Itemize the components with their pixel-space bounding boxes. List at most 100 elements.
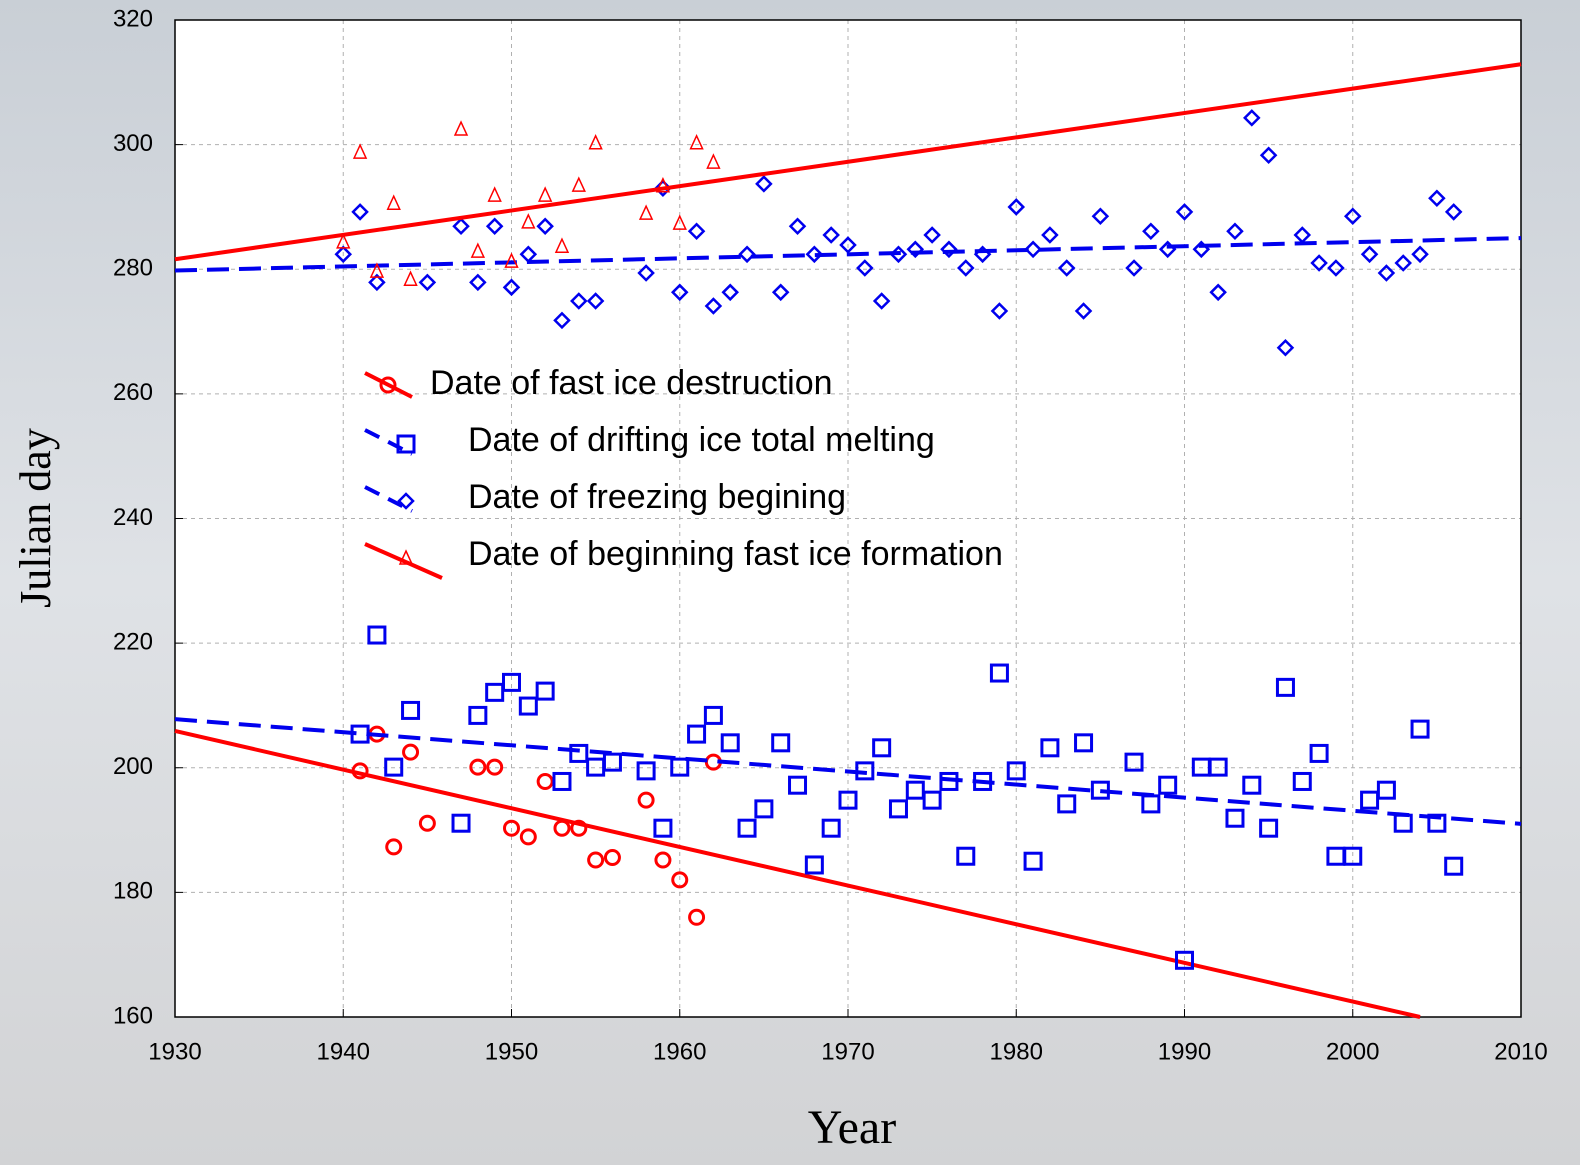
point — [653, 818, 673, 838]
point — [939, 771, 959, 791]
point — [1259, 146, 1278, 164]
point — [504, 252, 519, 268]
point — [351, 762, 369, 780]
point — [1360, 790, 1380, 810]
point — [402, 743, 420, 761]
point — [536, 217, 554, 236]
point — [1444, 856, 1464, 876]
point — [771, 733, 791, 753]
point — [552, 771, 572, 791]
point — [973, 771, 993, 791]
point — [519, 828, 537, 846]
point — [603, 848, 621, 866]
point — [350, 724, 370, 744]
point — [1208, 757, 1228, 777]
point — [1444, 203, 1463, 221]
point — [704, 297, 723, 315]
point — [470, 242, 486, 258]
point — [856, 259, 874, 277]
y-tick-label: 280 — [113, 255, 153, 282]
point — [1292, 771, 1312, 791]
point — [923, 226, 941, 244]
y-tick-label: 260 — [113, 379, 153, 406]
point — [706, 153, 721, 169]
point — [703, 705, 723, 725]
point — [889, 245, 908, 264]
point — [754, 799, 774, 819]
point — [518, 696, 538, 716]
point — [384, 757, 404, 777]
x-tick-label: 1960 — [653, 1038, 706, 1065]
trend-line — [174, 62, 1522, 262]
x-axis-title: Year — [808, 1101, 896, 1154]
x-tick-label: 1940 — [317, 1038, 370, 1065]
point — [720, 733, 740, 753]
point — [888, 799, 908, 819]
y-tick-label: 240 — [113, 504, 153, 531]
point — [1141, 794, 1161, 814]
point — [503, 819, 520, 837]
point — [1158, 775, 1178, 795]
trend-line — [174, 729, 1421, 1019]
point — [1024, 240, 1042, 259]
point — [922, 790, 942, 810]
point — [519, 245, 538, 264]
y-tick-label: 200 — [113, 753, 153, 780]
point — [805, 245, 824, 264]
point — [1175, 950, 1194, 970]
point — [670, 757, 690, 777]
point — [1074, 302, 1093, 320]
point — [990, 302, 1009, 320]
point — [688, 908, 706, 926]
point — [451, 813, 471, 833]
legend-label: Date of fast ice destruction — [430, 364, 833, 402]
y-tick-label: 180 — [113, 878, 153, 905]
point — [1327, 259, 1345, 277]
y-tick-label: 160 — [113, 1002, 153, 1029]
point — [838, 790, 858, 810]
point — [821, 818, 841, 838]
point — [670, 283, 689, 302]
point — [855, 761, 875, 781]
point — [1124, 752, 1144, 772]
point — [588, 133, 603, 150]
x-tick-label: 1930 — [148, 1038, 201, 1065]
point — [689, 133, 704, 150]
legend-line — [364, 371, 413, 399]
point — [352, 143, 368, 159]
point — [637, 264, 655, 282]
point — [687, 222, 706, 241]
legend-line — [364, 485, 413, 513]
point — [468, 705, 488, 725]
point — [1006, 761, 1026, 781]
point — [368, 273, 386, 292]
point — [940, 240, 958, 259]
point — [469, 273, 487, 292]
legend-line — [364, 542, 443, 580]
point — [755, 175, 773, 193]
point — [638, 204, 654, 220]
point — [804, 855, 824, 875]
point — [554, 237, 570, 253]
point — [418, 273, 437, 292]
point — [1125, 259, 1143, 277]
point — [1142, 222, 1160, 241]
legend-marker — [396, 434, 416, 454]
point — [602, 752, 622, 772]
point — [1410, 719, 1430, 739]
y-axis-title: Julian day — [11, 428, 60, 608]
point — [570, 292, 588, 310]
plot-frame — [174, 19, 1522, 1018]
point — [537, 186, 553, 202]
point — [721, 283, 739, 302]
point — [452, 217, 470, 236]
point — [1242, 775, 1262, 795]
point — [1192, 240, 1211, 259]
point — [1090, 780, 1110, 800]
trend-line — [174, 717, 1522, 826]
trend-line — [174, 236, 1522, 273]
point — [1394, 254, 1412, 272]
point — [1041, 226, 1059, 244]
x-tick-label: 1970 — [821, 1038, 874, 1065]
